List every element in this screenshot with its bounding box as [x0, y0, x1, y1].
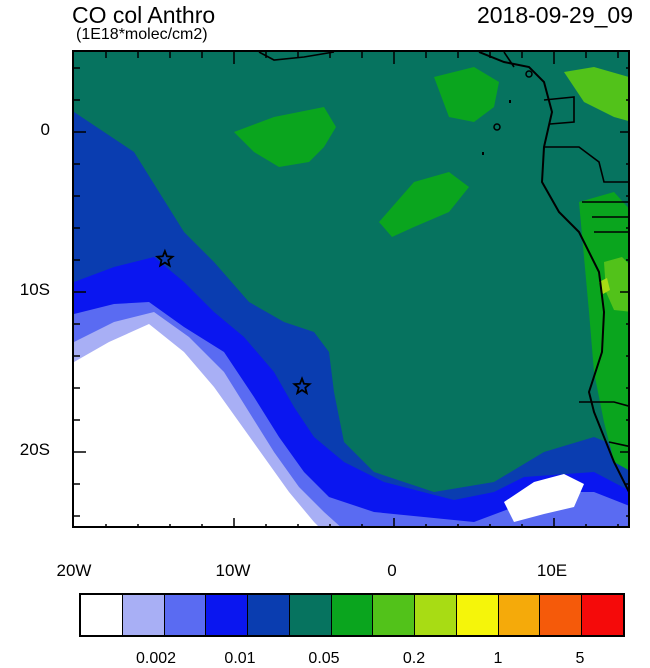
colorbar-box [164, 595, 207, 635]
star-marker [292, 376, 312, 396]
colorbar [79, 593, 625, 637]
y-tick-label: 20S [19, 440, 50, 459]
colorbar-box [498, 595, 541, 635]
map-plot [72, 50, 630, 528]
map-subtitle: (1E18*molec/cm2) [76, 26, 208, 43]
colorbar-box [248, 595, 290, 635]
island-outline [493, 123, 501, 131]
colorbar-box [206, 595, 249, 635]
field-contour-green [434, 67, 499, 122]
country-border [543, 96, 628, 447]
y-tick-label: 0 [40, 120, 50, 139]
colorbar-box [373, 595, 416, 635]
axis-ticks [74, 52, 628, 526]
colorbar-box [122, 595, 165, 635]
colorbar-box [415, 595, 457, 635]
field-contour-green-light [564, 67, 628, 121]
colorbar-label: 0.2 [402, 650, 426, 667]
x-tick-label: 0 [387, 561, 397, 580]
colorbar-box [456, 595, 499, 635]
colorbar-label: 0.002 [135, 650, 177, 667]
colorbar-box [81, 595, 123, 635]
island-outline [482, 152, 484, 155]
star-marker [155, 248, 175, 268]
colorbar-label: 0.05 [308, 650, 340, 667]
colorbar-label: 1 [493, 650, 503, 667]
timestamp: 2018-09-29_09 [476, 2, 633, 28]
x-tick-label: 20W [56, 561, 92, 580]
field-contour-white-sw [504, 474, 584, 522]
field-contour-green [234, 107, 336, 167]
colorbar-box [289, 595, 332, 635]
colorbar-box [331, 595, 374, 635]
island-outline [525, 70, 533, 78]
island-outline [509, 100, 511, 103]
map-svg [74, 52, 628, 526]
colorbar-label: 5 [575, 650, 585, 667]
markers-layer [155, 248, 312, 396]
colorbar-label: 0.01 [224, 650, 256, 667]
field-contour-green-light [604, 257, 628, 312]
map-title: CO col Anthro [72, 2, 216, 28]
x-tick-label: 10W [215, 561, 251, 580]
y-tick-label: 10S [19, 280, 50, 299]
colorbar-box [582, 595, 623, 635]
coastline [478, 52, 628, 493]
x-tick-label: 10E [536, 561, 568, 580]
field-contour-white [74, 324, 318, 526]
field-contour-green [379, 172, 469, 237]
colorbar-box [540, 595, 583, 635]
